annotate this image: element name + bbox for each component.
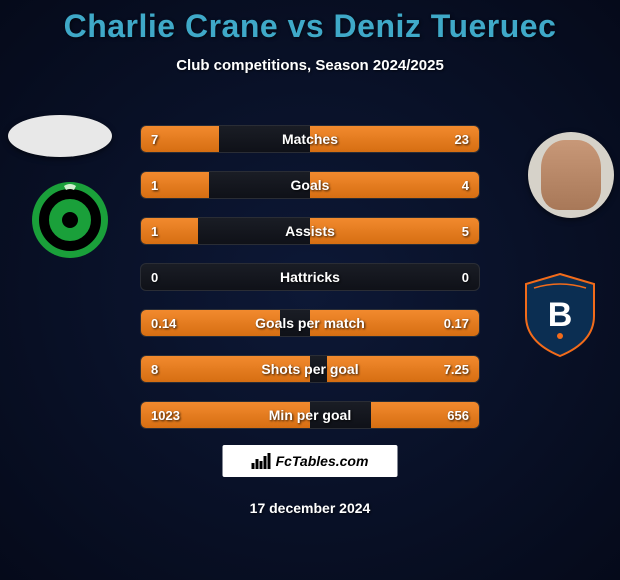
stat-label: Matches [141, 126, 479, 152]
stat-row: 14Goals [140, 171, 480, 199]
stat-row: 0.140.17Goals per match [140, 309, 480, 337]
stat-label: Goals [141, 172, 479, 198]
svg-text:B: B [548, 296, 573, 334]
stat-label: Hattricks [141, 264, 479, 290]
stat-label: Assists [141, 218, 479, 244]
footer-logo-text: FcTables.com [276, 453, 369, 469]
subtitle: Club competitions, Season 2024/2025 [0, 57, 620, 74]
stat-row: 723Matches [140, 125, 480, 153]
stat-label: Min per goal [141, 402, 479, 428]
fctables-logo: FcTables.com [223, 445, 398, 477]
player1-avatar [8, 115, 112, 157]
page-title: Charlie Crane vs Deniz Tueruec [0, 0, 620, 45]
player2-avatar [528, 132, 614, 218]
stat-label: Shots per goal [141, 356, 479, 382]
stat-row: 15Assists [140, 217, 480, 245]
face-placeholder-icon [541, 140, 601, 210]
club-logo-right: B [520, 270, 600, 360]
stat-label: Goals per match [141, 310, 479, 336]
club-logo-left [30, 180, 110, 260]
date-text: 17 december 2024 [0, 500, 620, 516]
stat-row: 87.25Shots per goal [140, 355, 480, 383]
stat-row: 00Hattricks [140, 263, 480, 291]
stat-row: 1023656Min per goal [140, 401, 480, 429]
stat-bars: 723Matches 14Goals 15Assists 00Hattricks 0.1… [140, 125, 480, 447]
